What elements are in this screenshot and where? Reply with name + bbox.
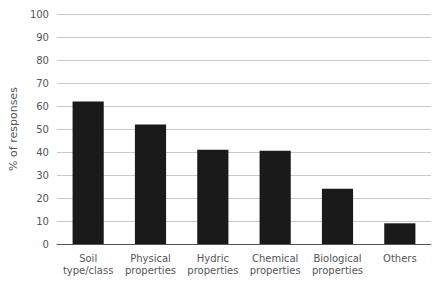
svg-text:Chemical: Chemical xyxy=(252,253,298,264)
svg-text:90: 90 xyxy=(36,32,49,43)
svg-text:20: 20 xyxy=(36,193,49,204)
svg-text:100: 100 xyxy=(30,9,49,20)
svg-text:60: 60 xyxy=(36,101,49,112)
svg-text:80: 80 xyxy=(36,55,49,66)
svg-text:40: 40 xyxy=(36,147,49,158)
svg-text:% of responses: % of responses xyxy=(7,87,20,171)
svg-text:properties: properties xyxy=(187,265,238,276)
svg-text:50: 50 xyxy=(36,124,49,135)
svg-text:properties: properties xyxy=(125,265,176,276)
svg-text:properties: properties xyxy=(312,265,363,276)
svg-text:Others: Others xyxy=(383,253,417,264)
svg-text:30: 30 xyxy=(36,170,49,181)
svg-text:Biological: Biological xyxy=(313,253,361,264)
svg-text:properties: properties xyxy=(250,265,301,276)
svg-text:Physical: Physical xyxy=(130,253,171,264)
svg-text:0: 0 xyxy=(43,239,49,250)
svg-text:70: 70 xyxy=(36,78,49,89)
svg-text:Hydric: Hydric xyxy=(197,253,229,264)
svg-text:Soil: Soil xyxy=(79,253,97,264)
svg-text:10: 10 xyxy=(36,216,49,227)
svg-text:type/class: type/class xyxy=(63,265,114,276)
